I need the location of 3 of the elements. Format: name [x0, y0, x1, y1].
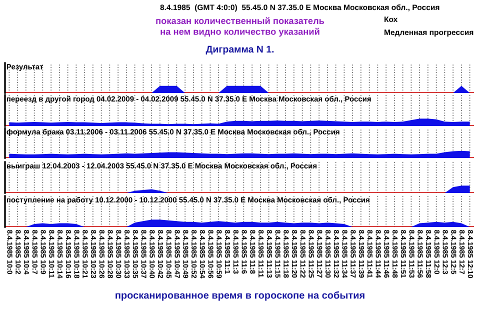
text: Диграмма N 1. — [206, 46, 274, 55]
text: просканированное время в гороскопе на события — [116, 291, 364, 301]
text: показан количественный показатель на нем видно количество указаний — [156, 17, 324, 37]
